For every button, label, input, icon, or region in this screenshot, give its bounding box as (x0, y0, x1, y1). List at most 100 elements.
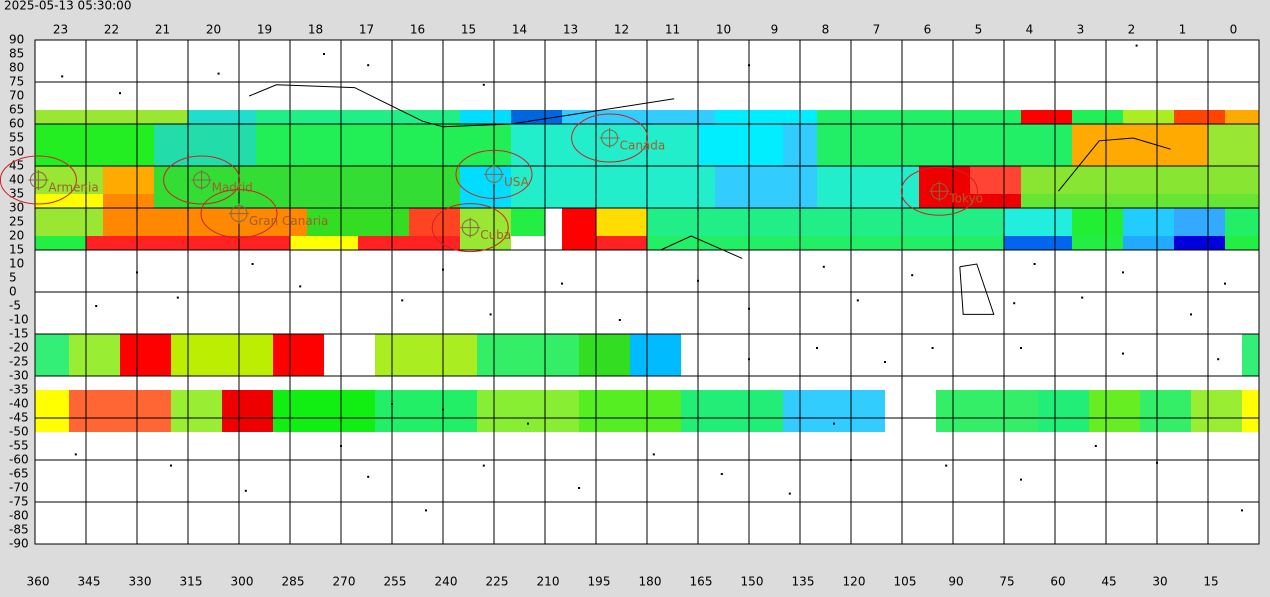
x-tick-label: 30 (1152, 575, 1167, 589)
star (911, 274, 914, 277)
y-tick-label: 70 (9, 89, 24, 103)
heat-cell (715, 166, 817, 194)
x-tick-label: 330 (129, 575, 152, 589)
star (1156, 461, 1158, 464)
y-tick-label: 75 (9, 75, 24, 89)
y-tick-label: 60 (9, 117, 24, 131)
heat-cell (1174, 236, 1225, 250)
star (1190, 313, 1192, 316)
star (401, 299, 404, 302)
y-tick-label: 65 (9, 103, 24, 117)
heat-cell (1021, 194, 1259, 208)
heat-cell (154, 194, 460, 208)
heat-cell (35, 124, 154, 166)
x-tick-label: 135 (792, 575, 815, 589)
star (1020, 478, 1022, 481)
hour-label: 23 (53, 23, 68, 37)
heat-cell (562, 208, 596, 236)
heat-cell (511, 110, 562, 124)
heat-cell (1123, 110, 1174, 124)
star (367, 64, 370, 67)
heat-cell (290, 236, 358, 250)
star (176, 296, 179, 299)
star (391, 403, 393, 405)
star (170, 464, 172, 467)
place-label: Armenia (48, 181, 98, 195)
star (95, 305, 98, 307)
place-circle (571, 113, 649, 163)
star (1020, 347, 1022, 349)
y-tick-label: -20 (9, 341, 29, 355)
heat-cell (817, 110, 1021, 124)
heat-cell (545, 208, 562, 236)
heat-cell (630, 334, 681, 376)
y-tick-label: 40 (9, 173, 24, 187)
heat-cell (511, 166, 715, 194)
x-tick-label: 15 (1203, 575, 1218, 589)
y-tick-label: -75 (9, 495, 29, 509)
y-tick-label: -70 (9, 481, 29, 495)
y-tick-label: 35 (9, 187, 24, 201)
heat-cell (1174, 110, 1225, 124)
star (119, 92, 121, 95)
heat-cell (35, 194, 103, 208)
place-label: Madrid (212, 181, 253, 195)
x-tick-label: 255 (384, 575, 407, 589)
heat-cell (817, 194, 919, 208)
heat-cell (1038, 390, 1089, 432)
hour-label: 3 (1077, 23, 1085, 37)
star (217, 72, 220, 75)
place-label: Cuba (480, 228, 511, 242)
heat-cell (409, 208, 460, 236)
x-tick-label: 165 (690, 575, 713, 589)
heat-cell (103, 166, 154, 194)
star (136, 271, 138, 274)
x-tick-label: 195 (588, 575, 611, 589)
heat-cell (375, 390, 477, 432)
x-tick-label: 270 (333, 575, 356, 589)
heat-cell (562, 236, 596, 250)
y-tick-label: 30 (9, 201, 24, 215)
heat-cell (273, 390, 375, 432)
place-circle (900, 166, 978, 216)
heat-cell (936, 390, 1038, 432)
heat-cell (460, 208, 511, 236)
hour-label: 10 (716, 23, 731, 37)
x-tick-label: 150 (741, 575, 764, 589)
place-label: Gran Canaria (249, 214, 328, 228)
x-tick-label: 285 (282, 575, 305, 589)
heat-cell (273, 334, 324, 376)
hour-label: 14 (512, 23, 527, 37)
hour-label: 0 (1230, 23, 1238, 37)
star (482, 464, 485, 467)
heat-cell (511, 208, 545, 236)
star (748, 307, 750, 310)
heat-cell (358, 236, 460, 250)
heat-cell (817, 166, 919, 194)
x-tick-label: 90 (948, 575, 963, 589)
place-circle (163, 155, 241, 205)
star (367, 475, 370, 478)
heat-cell (511, 194, 715, 208)
heat-cell (460, 194, 511, 208)
chart-title: 2025-05-13 05:30:00 (4, 0, 131, 13)
star (884, 361, 886, 363)
y-tick-label: 85 (9, 47, 24, 61)
y-tick-label: 80 (9, 61, 24, 75)
star (425, 509, 427, 512)
hour-label: 13 (563, 23, 578, 37)
y-tick-label: -35 (9, 383, 29, 397)
star (1033, 263, 1036, 265)
heat-cell (35, 110, 188, 124)
star (1135, 44, 1138, 47)
hour-label: 15 (461, 23, 476, 37)
heat-cell (1123, 208, 1174, 236)
y-tick-label: -65 (9, 467, 29, 481)
star (442, 408, 444, 411)
heat-cell (596, 208, 647, 236)
heat-cell (783, 390, 885, 432)
place-label: USA (504, 175, 530, 189)
star (1224, 282, 1226, 285)
x-tick-label: 345 (78, 575, 101, 589)
